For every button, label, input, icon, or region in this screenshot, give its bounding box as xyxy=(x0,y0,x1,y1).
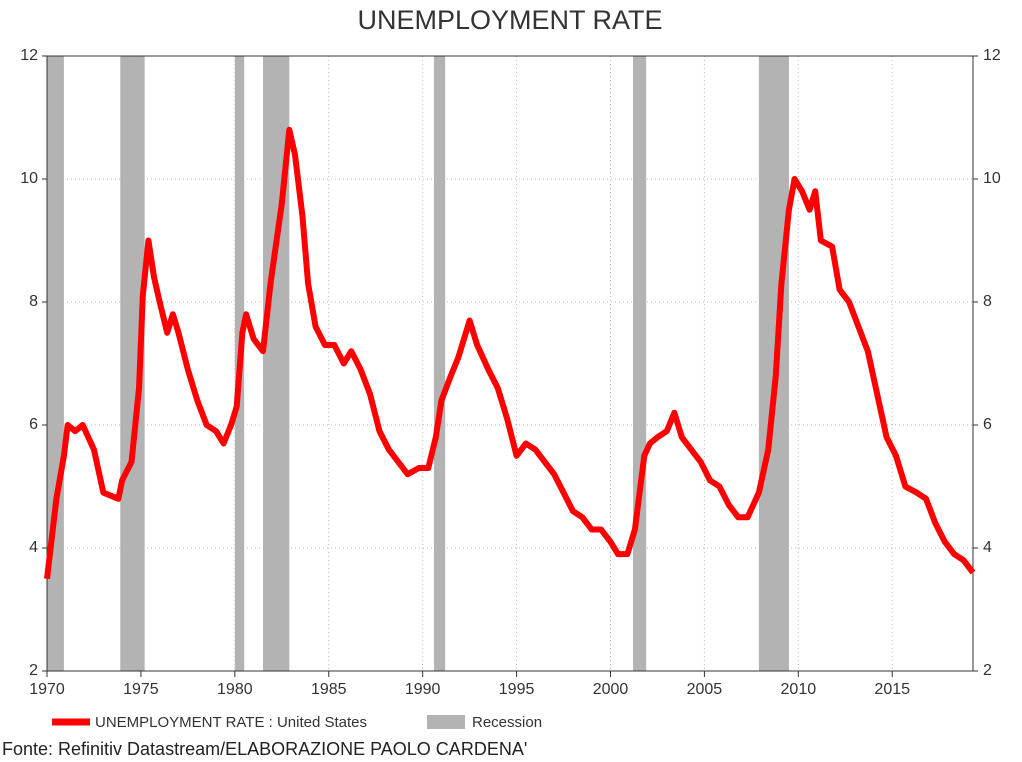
x-tick-label: 1980 xyxy=(217,681,253,698)
y2-tick-label: 4 xyxy=(983,539,992,556)
y2-tick-label: 8 xyxy=(983,293,992,310)
x-tick-label: 2000 xyxy=(593,681,629,698)
x-tick-label: 2005 xyxy=(687,681,723,698)
y-tick-label: 2 xyxy=(29,662,38,679)
y-tick-label: 8 xyxy=(29,293,38,310)
recession-band xyxy=(633,56,647,671)
x-tick-label: 2010 xyxy=(781,681,817,698)
y2-tick-label: 2 xyxy=(983,662,992,679)
y-tick-label: 12 xyxy=(20,47,38,64)
legend-label: UNEMPLOYMENT RATE : United States xyxy=(95,714,367,731)
x-tick-label: 1975 xyxy=(123,681,159,698)
x-tick-label: 1970 xyxy=(29,681,65,698)
legend-swatch xyxy=(427,715,465,729)
y2-tick-label: 6 xyxy=(983,416,992,433)
recession-band xyxy=(433,56,446,671)
y-tick-label: 6 xyxy=(29,416,38,433)
plot-frame xyxy=(46,55,974,672)
x-tick-label: 2015 xyxy=(874,681,910,698)
data-line xyxy=(44,126,976,580)
y-tick-label: 10 xyxy=(20,170,38,187)
y2-tick-label: 10 xyxy=(983,170,1001,187)
x-tick-label: 1985 xyxy=(311,681,347,698)
source-note: Fonte: Refinitiv Datastream/ELABORAZIONE… xyxy=(2,739,527,759)
y2-tick-label: 12 xyxy=(983,47,1001,64)
x-tick-label: 1995 xyxy=(499,681,535,698)
legend-label: Recession xyxy=(472,714,542,731)
y-tick-label: 4 xyxy=(29,539,38,556)
x-tick-label: 1990 xyxy=(405,681,441,698)
chart-title: UNEMPLOYMENT RATE xyxy=(357,5,662,35)
